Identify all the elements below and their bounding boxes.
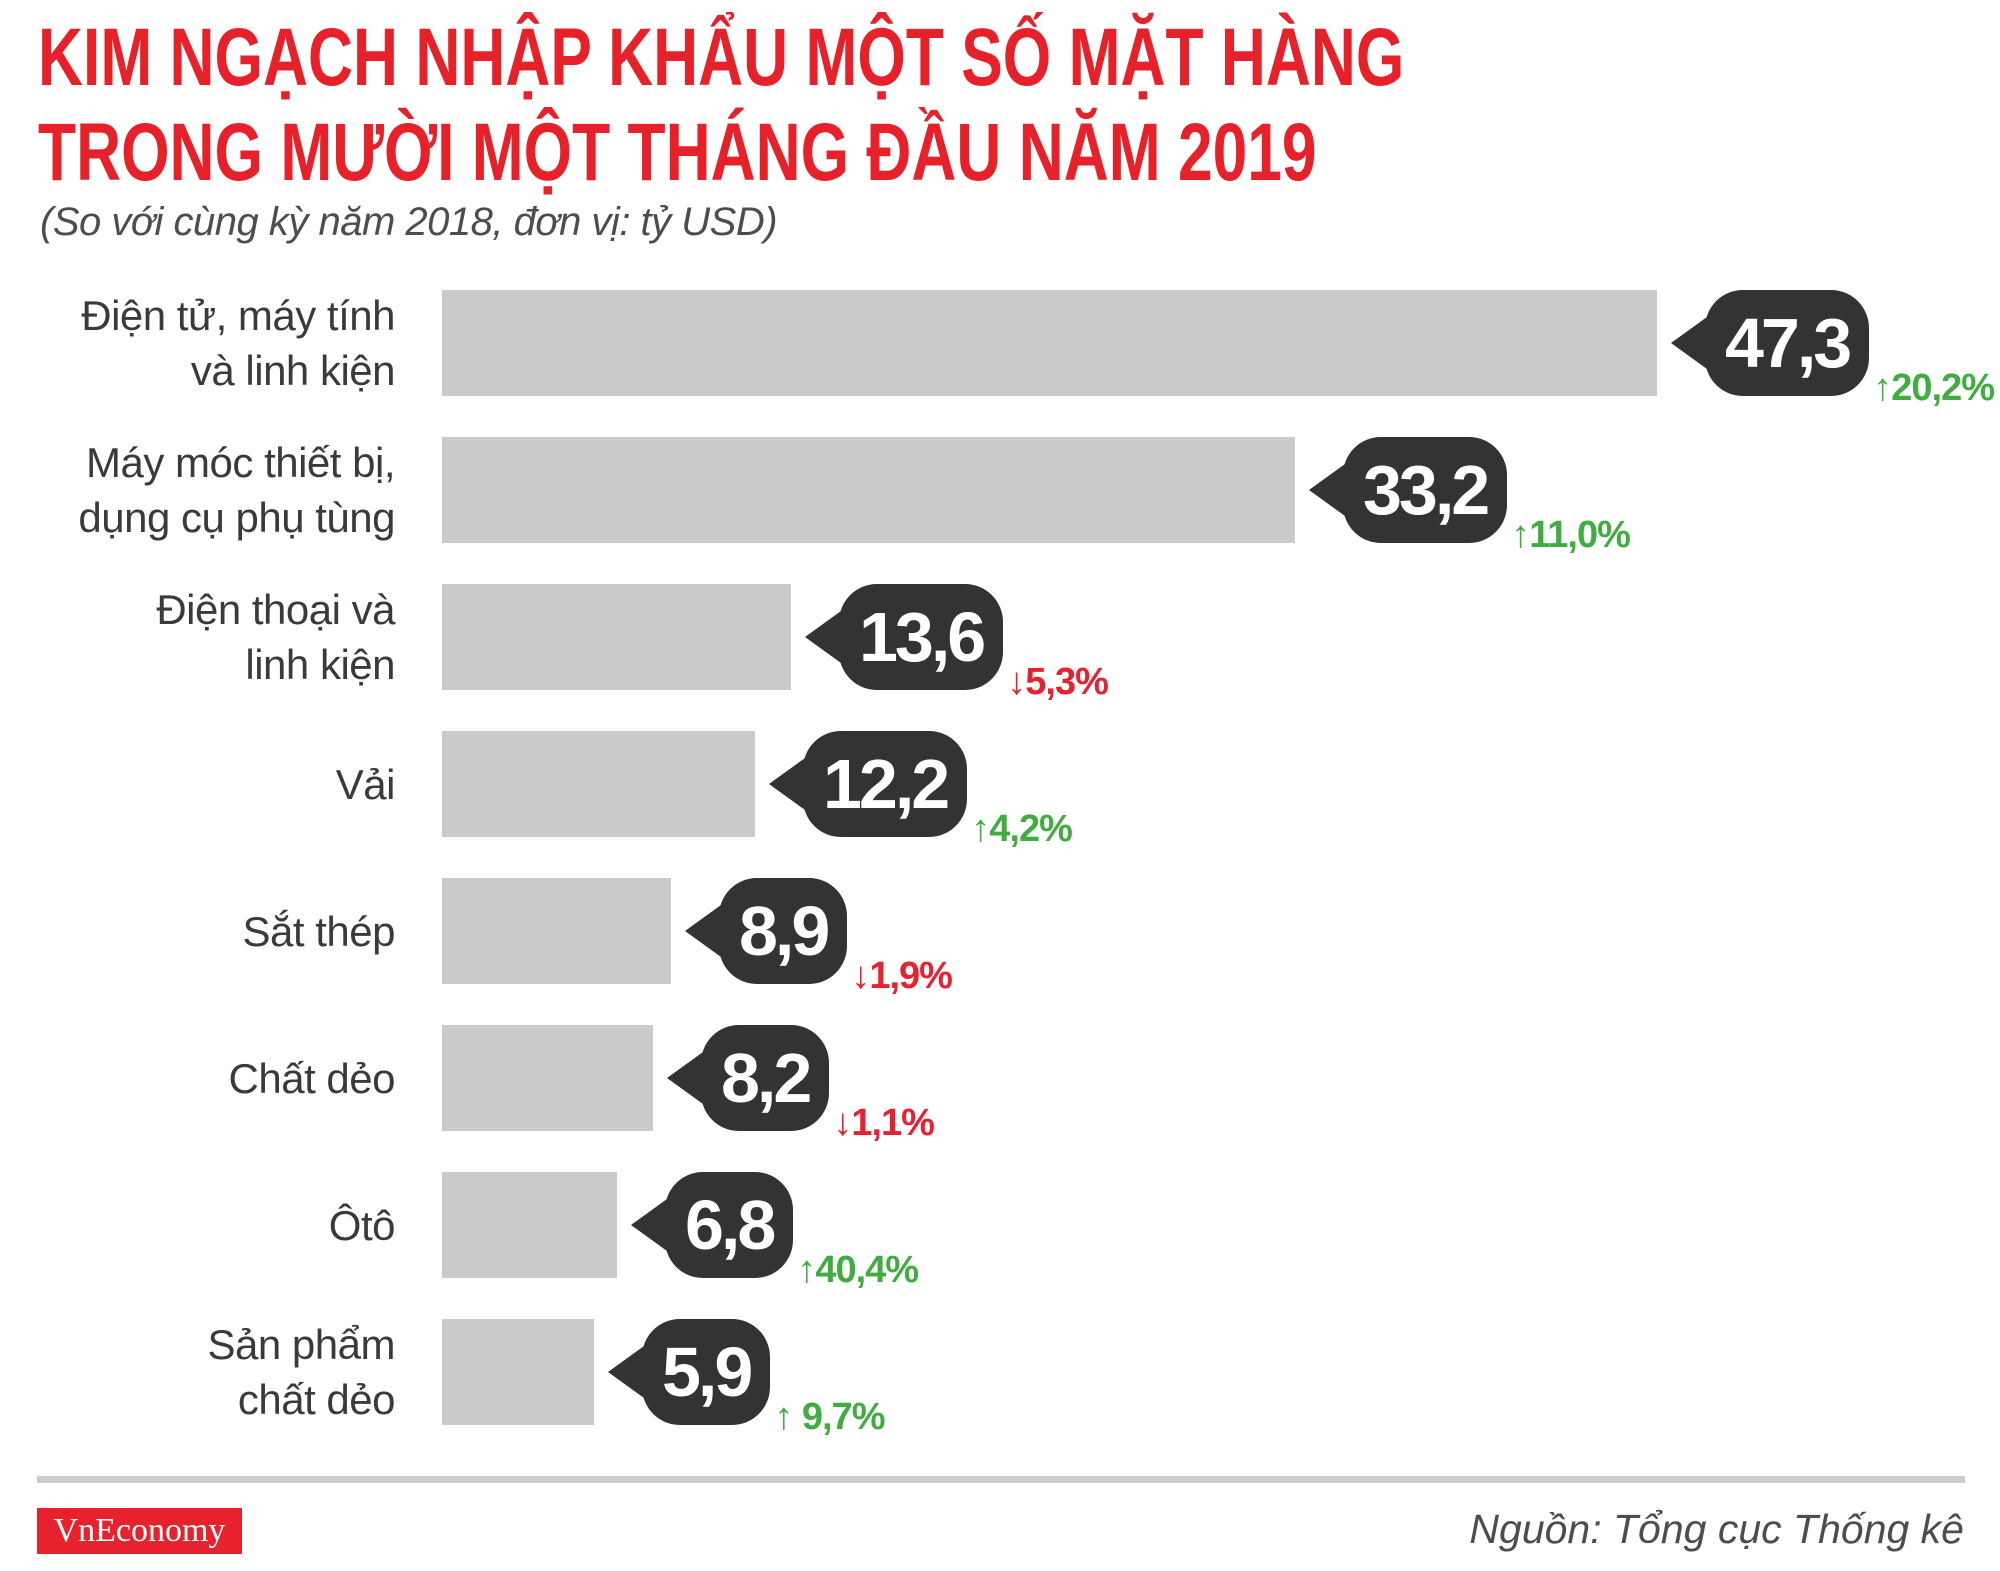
- value-badge-label: 33,2: [1343, 437, 1508, 543]
- category-label: Chất dẻo: [228, 1054, 396, 1102]
- badge-pointer-icon: [1309, 464, 1345, 516]
- badge-pointer-icon: [805, 611, 841, 663]
- bar-track: 5,9 ↑ 9,7%: [442, 1319, 2000, 1438]
- change-percent-value: 1,9%: [869, 955, 953, 997]
- chart-row: Sản phẩm chất dẻo 5,9 ↑ 9,7%: [0, 1319, 2000, 1438]
- change-percent-value: 20,2%: [1891, 367, 1995, 409]
- value-badge: 12,2 ↑4,2%: [769, 731, 1073, 850]
- bar-track: 47,3 ↑20,2%: [442, 290, 2000, 409]
- change-percent-value: 1,1%: [851, 1102, 935, 1144]
- badge-pointer-icon: [631, 1199, 667, 1251]
- category-label: Điện thoại và linh kiện: [156, 586, 395, 688]
- category-label: Điện tử, máy tính và linh kiện: [81, 292, 395, 394]
- bar: [442, 584, 791, 690]
- value-badge: 6,8 ↑40,4%: [631, 1172, 919, 1291]
- bar-chart: Điện tử, máy tính và linh kiện 47,3 ↑20,2%…: [0, 290, 2000, 1466]
- value-badge: 8,9 ↓1,9%: [685, 878, 953, 997]
- bar-track: 8,2 ↓1,1%: [442, 1025, 2000, 1144]
- bar-track: 13,6 ↓5,3%: [442, 584, 2000, 703]
- arrow-up-icon: ↑: [1873, 367, 1892, 409]
- value-badge: 47,3 ↑20,2%: [1671, 290, 1995, 409]
- category-label: Ôtô: [328, 1201, 396, 1249]
- bar: [442, 437, 1295, 543]
- chart-row: Sắt thép 8,9 ↓1,9%: [0, 878, 2000, 997]
- bar-track: 12,2 ↑4,2%: [442, 731, 2000, 850]
- badge-pointer-icon: [608, 1346, 644, 1398]
- value-badge-label: 5,9: [642, 1319, 771, 1425]
- badge-pointer-icon: [769, 758, 805, 810]
- bar: [442, 878, 671, 984]
- chart-row: Ôtô 6,8 ↑40,4%: [0, 1172, 2000, 1291]
- category-label: Sản phẩm chất dẻo: [207, 1321, 396, 1423]
- change-percent: ↓1,1%: [833, 1102, 935, 1145]
- change-percent-value: 40,4%: [815, 1249, 919, 1291]
- value-badge-label: 13,6: [839, 584, 1004, 690]
- change-percent: ↑4,2%: [971, 808, 1073, 851]
- bar-track: 33,2 ↑11,0%: [442, 437, 2000, 556]
- chart-title-line-2: TRONG MƯỜI MỘT THÁNG ĐẦU NĂM 2019: [38, 107, 1317, 198]
- arrow-up-icon: ↑: [1511, 514, 1530, 556]
- bar: [442, 1025, 653, 1131]
- change-percent: ↓5,3%: [1007, 661, 1109, 704]
- chart-subtitle: (So với cùng kỳ năm 2018, đơn vị: tỷ USD…: [40, 200, 778, 244]
- bar: [442, 731, 755, 837]
- arrow-up-icon: ↑: [774, 1396, 793, 1438]
- change-percent-value: 4,2%: [989, 808, 1073, 850]
- arrow-down-icon: ↓: [1007, 661, 1026, 703]
- category-label: Sắt thép: [242, 907, 396, 955]
- category-label: Vải: [335, 760, 396, 808]
- change-percent: ↓1,9%: [851, 955, 953, 998]
- chart-title: KIM NGẠCH NHẬP KHẨU MỘT SỐ MẶT HÀNG TRON…: [38, 10, 1836, 200]
- category-label: Máy móc thiết bị, dụng cụ phụ tùng: [78, 439, 395, 541]
- change-percent: ↑40,4%: [797, 1249, 919, 1292]
- chart-row: Điện tử, máy tính và linh kiện 47,3 ↑20,2%: [0, 290, 2000, 409]
- bar-track: 6,8 ↑40,4%: [442, 1172, 2000, 1291]
- bar: [442, 1172, 617, 1278]
- value-badge-label: 6,8: [665, 1172, 794, 1278]
- arrow-down-icon: ↓: [833, 1102, 852, 1144]
- change-percent-value: 5,3%: [1025, 661, 1109, 703]
- chart-row: Chất dẻo 8,2 ↓1,1%: [0, 1025, 2000, 1144]
- badge-pointer-icon: [685, 905, 721, 957]
- chart-row: Điện thoại và linh kiện 13,6 ↓5,3%: [0, 584, 2000, 703]
- chart-row: Vải 12,2 ↑4,2%: [0, 731, 2000, 850]
- badge-pointer-icon: [1671, 317, 1707, 369]
- value-badge: 8,2 ↓1,1%: [667, 1025, 935, 1144]
- value-badge-label: 8,2: [701, 1025, 830, 1131]
- change-percent-value: 9,7%: [792, 1396, 886, 1438]
- arrow-up-icon: ↑: [971, 808, 990, 850]
- vneconomy-logo: VnEconomy: [37, 1508, 242, 1554]
- arrow-down-icon: ↓: [851, 955, 870, 997]
- chart-title-line-1: KIM NGẠCH NHẬP KHẨU MỘT SỐ MẶT HÀNG: [38, 12, 1405, 103]
- value-badge-label: 12,2: [803, 731, 968, 837]
- value-badge: 13,6 ↓5,3%: [805, 584, 1109, 703]
- bar-track: 8,9 ↓1,9%: [442, 878, 2000, 997]
- source-credit: Nguồn: Tổng cục Thống kê: [1469, 1506, 1964, 1552]
- chart-row: Máy móc thiết bị, dụng cụ phụ tùng 33,2 ↑1…: [0, 437, 2000, 556]
- value-badge: 33,2 ↑11,0%: [1309, 437, 1631, 556]
- value-badge-label: 8,9: [719, 878, 848, 984]
- value-badge: 5,9 ↑ 9,7%: [608, 1319, 885, 1438]
- bar: [442, 1319, 594, 1425]
- change-percent: ↑ 9,7%: [774, 1396, 886, 1439]
- arrow-up-icon: ↑: [797, 1249, 816, 1291]
- footer-divider: [37, 1476, 1965, 1483]
- change-percent: ↑20,2%: [1873, 367, 1995, 410]
- value-badge-label: 47,3: [1705, 290, 1870, 396]
- change-percent-value: 11,0%: [1529, 514, 1631, 556]
- bar: [442, 290, 1657, 396]
- badge-pointer-icon: [667, 1052, 703, 1104]
- change-percent: ↑11,0%: [1511, 514, 1631, 557]
